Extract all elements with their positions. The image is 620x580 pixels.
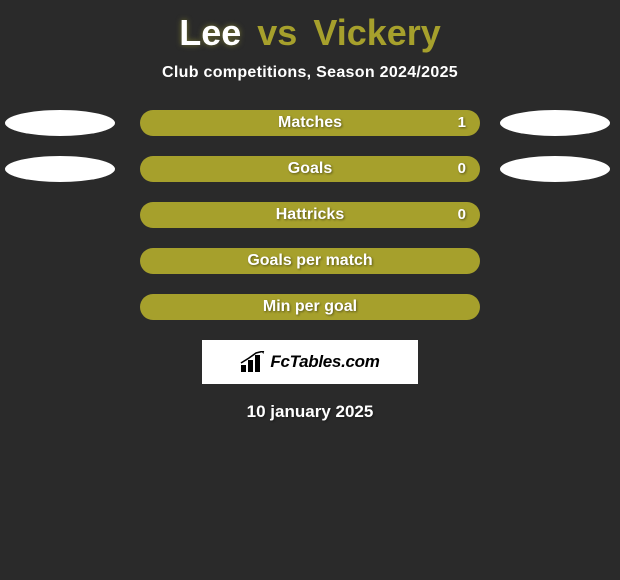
title-player2: Vickery: [313, 12, 440, 53]
ellipse-right: [500, 156, 610, 182]
title-player1: Lee: [179, 12, 241, 53]
stat-label: Min per goal: [140, 294, 480, 320]
stat-bar: Min per goal: [140, 294, 480, 320]
stat-row: Hattricks0: [0, 202, 620, 228]
stat-row: Matches1: [0, 110, 620, 136]
ellipse-left: [5, 110, 115, 136]
stat-label: Goals per match: [140, 248, 480, 274]
stat-label: Goals: [140, 156, 480, 182]
stat-value: 0: [458, 156, 466, 182]
stat-bar: Goals0: [140, 156, 480, 182]
brand-text: FcTables.com: [270, 352, 379, 372]
title-vs: vs: [257, 12, 297, 53]
stat-row: Goals per match: [0, 248, 620, 274]
stat-label: Hattricks: [140, 202, 480, 228]
stat-bar: Hattricks0: [140, 202, 480, 228]
stat-value: 0: [458, 202, 466, 228]
stat-label: Matches: [140, 110, 480, 136]
stat-bar: Matches1: [140, 110, 480, 136]
bar-chart-icon: [240, 351, 266, 373]
ellipse-left: [5, 156, 115, 182]
subtitle: Club competitions, Season 2024/2025: [0, 64, 620, 82]
page-title: Lee vs Vickery: [0, 0, 620, 58]
stat-row: Goals0: [0, 156, 620, 182]
stat-rows: Matches1Goals0Hattricks0Goals per matchM…: [0, 110, 620, 320]
stat-row: Min per goal: [0, 294, 620, 320]
date-text: 10 january 2025: [0, 402, 620, 422]
stat-value: 1: [458, 110, 466, 136]
brand-badge: FcTables.com: [202, 340, 418, 384]
ellipse-right: [500, 110, 610, 136]
stat-bar: Goals per match: [140, 248, 480, 274]
